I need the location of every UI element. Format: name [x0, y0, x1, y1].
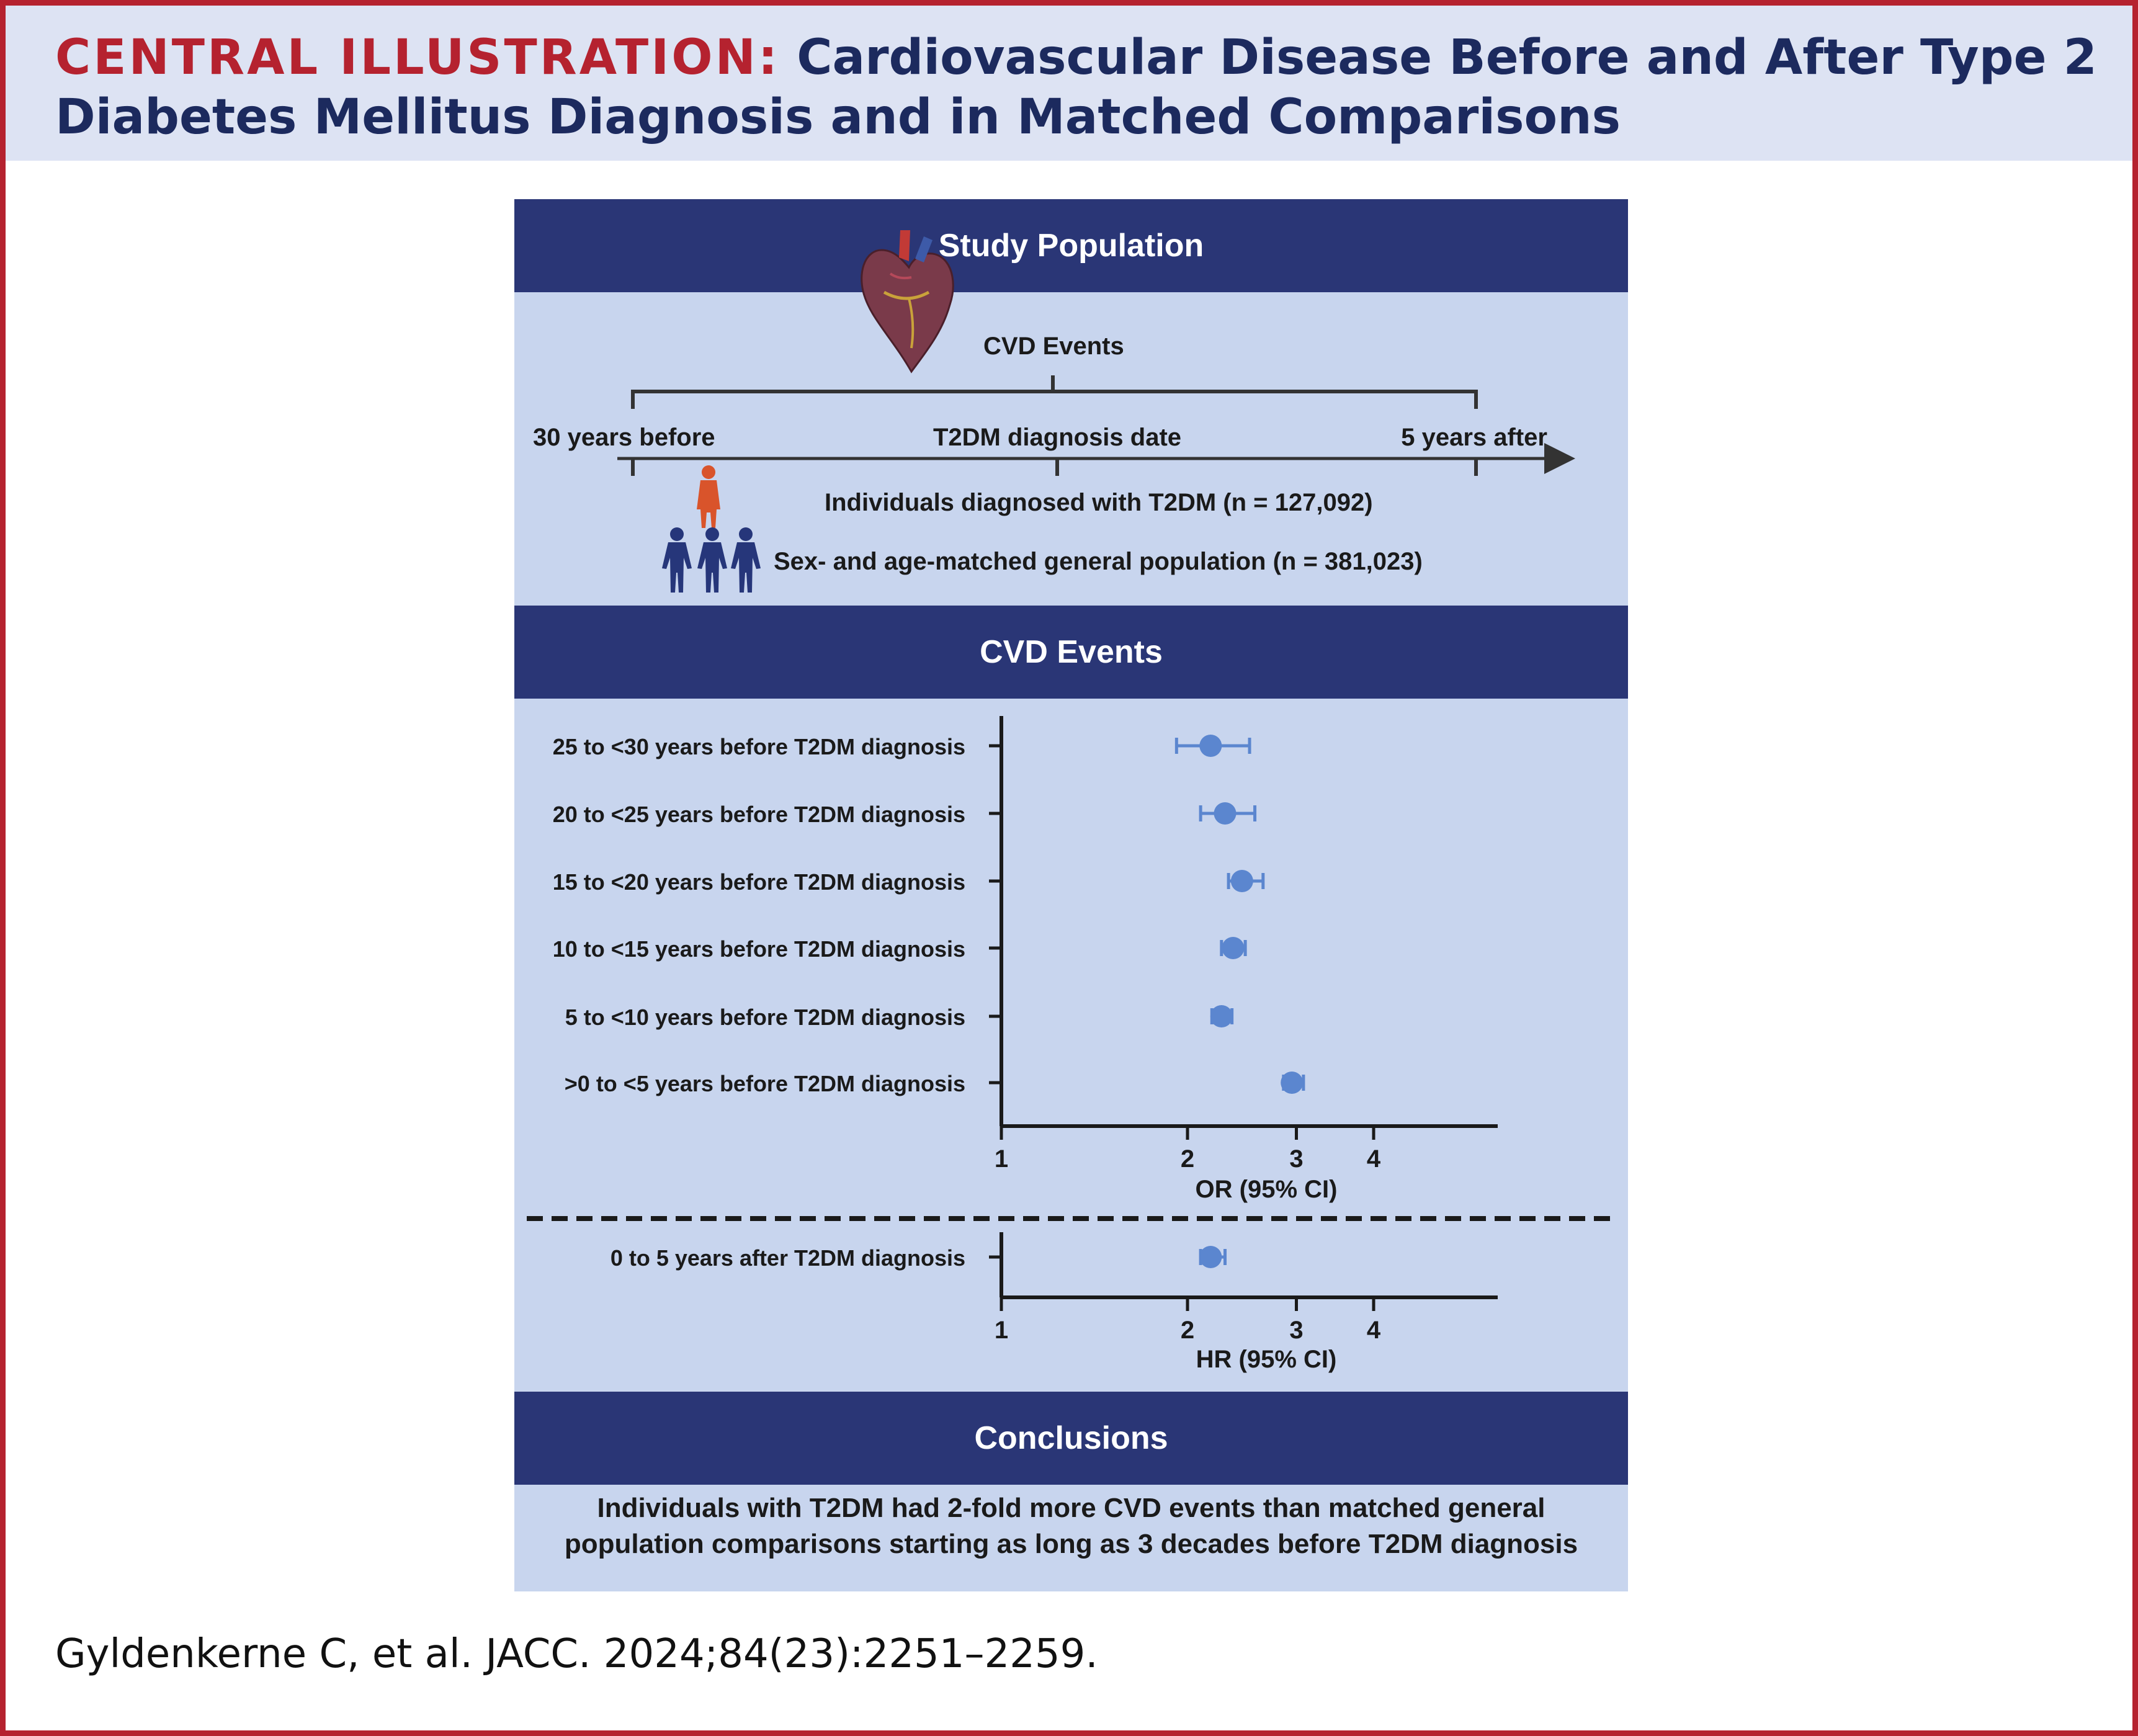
row-label: 10 to <15 years before T2DM diagnosis — [553, 936, 965, 962]
x-tick-label: 2 — [1181, 1317, 1194, 1344]
cvd-events-heading: CVD Events — [514, 606, 1628, 699]
header: CENTRAL ILLUSTRATION: Cardiovascular Dis… — [6, 6, 2132, 161]
estimate-point — [1222, 937, 1245, 959]
x-tick-label: 1 — [995, 1317, 1008, 1344]
hr-forest-plot: HR (95% CI) 1 2 3 4 0 to 5 years after T2DM … — [611, 1232, 1498, 1373]
row-label: >0 to <5 years before T2DM diagnosis — [565, 1071, 965, 1096]
title-text: Cardiovascular Disease Before and After … — [55, 30, 2097, 145]
timeline-start-label: 30 years before — [533, 424, 715, 451]
person-icon — [697, 465, 720, 528]
x-tick-label: 4 — [1367, 1145, 1381, 1173]
or-forest-plot: OR (95% CI) 1 2 3 4 25 to <30 years before T… — [553, 716, 1498, 1203]
estimate-point — [1230, 870, 1253, 892]
estimate-point — [1199, 1246, 1222, 1268]
t2dm-group-label: Individuals diagnosed with T2DM (n = 127… — [825, 489, 1373, 516]
matched-group-label: Sex- and age-matched general population … — [774, 548, 1423, 575]
timeline-mid-label: T2DM diagnosis date — [933, 424, 1181, 451]
x-tick-label: 3 — [1289, 1145, 1303, 1173]
row-label: 5 to <10 years before T2DM diagnosis — [565, 1004, 965, 1030]
events-window-bracket — [631, 390, 1478, 409]
row-label: 15 to <20 years before T2DM diagnosis — [553, 869, 965, 895]
illustration-panel: Study Population CVD Events Conclusions … — [514, 199, 1628, 1591]
estimate-point — [1281, 1072, 1304, 1094]
x-tick-label: 3 — [1289, 1317, 1303, 1344]
group-of-people-icon — [662, 527, 761, 593]
or-axis-title: OR (95% CI) — [1196, 1176, 1338, 1203]
x-tick-label: 2 — [1181, 1145, 1194, 1173]
estimate-point — [1210, 1005, 1233, 1027]
heart-icon — [861, 230, 954, 374]
hr-axis-title: HR (95% CI) — [1196, 1346, 1337, 1373]
timeline-end-label: 5 years after — [1401, 424, 1547, 451]
row-label: 25 to <30 years before T2DM diagnosis — [553, 734, 965, 759]
cvd-events-label: CVD Events — [983, 333, 1124, 360]
conclusion-text: Individuals with T2DM had 2-fold more CV… — [564, 1493, 1578, 1559]
illustration-drawing: CVD Events 30 years before T2DM diagnosi… — [527, 230, 1619, 1373]
page-title: CENTRAL ILLUSTRATION: Cardiovascular Dis… — [55, 28, 2103, 147]
estimate-point — [1214, 802, 1237, 825]
title-prefix: CENTRAL ILLUSTRATION: — [55, 30, 781, 86]
study-population-heading: Study Population — [514, 199, 1628, 292]
citation: Gyldenkerne C, et al. JACC. 2024;84(23):… — [55, 1631, 1098, 1677]
x-tick-label: 4 — [1367, 1317, 1381, 1344]
x-tick-label: 1 — [995, 1145, 1008, 1173]
row-label: 0 to 5 years after T2DM diagnosis — [611, 1245, 965, 1271]
conclusions-heading: Conclusions — [514, 1392, 1628, 1485]
estimate-point — [1199, 735, 1222, 757]
row-label: 20 to <25 years before T2DM diagnosis — [553, 802, 965, 827]
